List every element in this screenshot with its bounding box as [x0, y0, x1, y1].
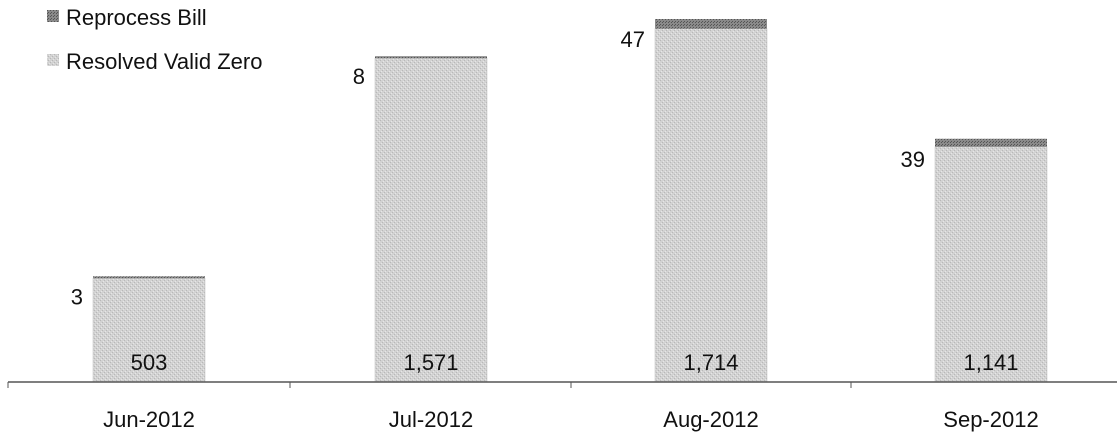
legend-label-reprocess-bill: Reprocess Bill: [66, 5, 207, 30]
x-tick-label-jun-2012: Jun-2012: [103, 407, 195, 432]
data-label-resolved-valid-zero-sep-2012: 1,141: [963, 350, 1018, 375]
data-label-reprocess-bill-jun-2012: 3: [71, 284, 83, 309]
bar-reprocess-bill-aug-2012: [655, 19, 767, 29]
data-label-reprocess-bill-jul-2012: 8: [353, 64, 365, 89]
bar-resolved-valid-zero-sep-2012: [934, 146, 1048, 383]
x-axis: Jun-2012 Jul-2012 Aug-2012 Sep-2012: [7, 381, 1117, 432]
data-label-resolved-valid-zero-jun-2012: 503: [131, 350, 168, 375]
legend-swatch-reprocess-bill: [47, 10, 59, 22]
bar-reprocess-bill-jul-2012: [375, 56, 487, 59]
legend-swatch-resolved-valid-zero: [47, 54, 59, 66]
x-tick-label-jul-2012: Jul-2012: [389, 407, 473, 432]
data-label-reprocess-bill-sep-2012: 39: [901, 147, 925, 172]
bar-resolved-valid-zero-jul-2012: [374, 57, 488, 383]
x-tick-label-sep-2012: Sep-2012: [943, 407, 1038, 432]
data-label-resolved-valid-zero-aug-2012: 1,714: [683, 350, 738, 375]
bar-resolved-valid-zero-jun-2012: [92, 278, 206, 383]
legend: Reprocess Bill Resolved Valid Zero: [47, 5, 262, 74]
data-label-resolved-valid-zero-jul-2012: 1,571: [403, 350, 458, 375]
legend-label-resolved-valid-zero: Resolved Valid Zero: [66, 49, 262, 74]
legend-item-resolved-valid-zero: Resolved Valid Zero: [47, 49, 262, 74]
bar-resolved-valid-zero-aug-2012: [654, 28, 768, 383]
x-tick-label-aug-2012: Aug-2012: [663, 407, 758, 432]
legend-item-reprocess-bill: Reprocess Bill: [47, 5, 207, 30]
bar-reprocess-bill-sep-2012: [935, 138, 1047, 147]
bar-reprocess-bill-jun-2012: [93, 276, 205, 279]
data-label-reprocess-bill-aug-2012: 47: [621, 27, 645, 52]
